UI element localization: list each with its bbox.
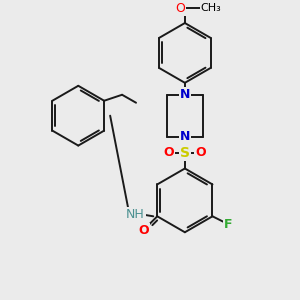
- Text: N: N: [180, 130, 190, 143]
- Text: O: O: [175, 2, 185, 15]
- Text: O: O: [164, 146, 174, 159]
- Text: S: S: [180, 146, 190, 160]
- Text: O: O: [138, 224, 148, 237]
- Text: N: N: [180, 88, 190, 101]
- Text: NH: NH: [126, 208, 145, 221]
- Text: F: F: [224, 218, 233, 231]
- Text: CH₃: CH₃: [200, 3, 221, 13]
- Text: O: O: [196, 146, 206, 159]
